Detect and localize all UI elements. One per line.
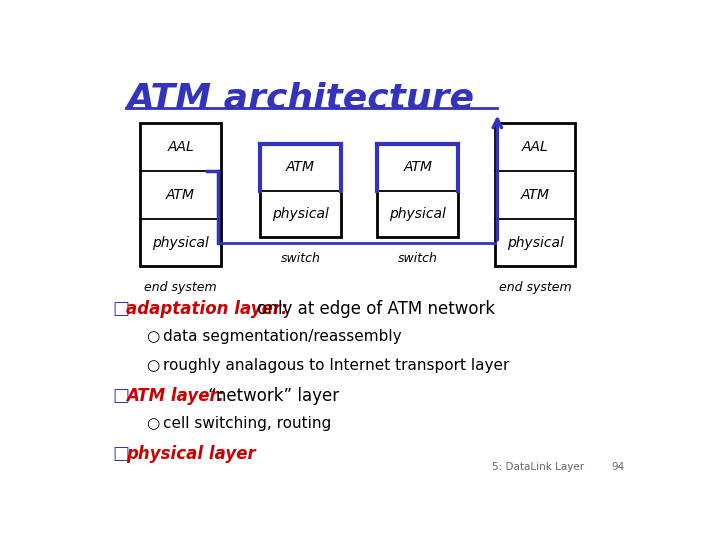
- Text: □: □: [112, 387, 130, 405]
- Text: ATM: ATM: [166, 188, 195, 202]
- Text: end system: end system: [145, 281, 217, 294]
- Text: ○: ○: [145, 329, 159, 344]
- Bar: [260, 144, 341, 238]
- Text: cell switching, routing: cell switching, routing: [163, 416, 330, 431]
- Text: physical: physical: [390, 207, 446, 221]
- Text: data segmentation/reassembly: data segmentation/reassembly: [163, 329, 401, 344]
- Text: end system: end system: [499, 281, 571, 294]
- Text: 5: DataLink Layer: 5: DataLink Layer: [492, 462, 584, 472]
- Text: ATM: ATM: [403, 160, 432, 174]
- Text: 94: 94: [612, 462, 625, 472]
- Text: switch: switch: [398, 252, 438, 265]
- Text: AAL: AAL: [167, 140, 194, 154]
- Text: physical: physical: [152, 235, 209, 249]
- Text: adaptation layer:: adaptation layer:: [126, 300, 288, 318]
- Text: physical layer: physical layer: [126, 446, 256, 463]
- Bar: [495, 123, 575, 266]
- Text: physical: physical: [507, 235, 564, 249]
- Text: ATM layer:: ATM layer:: [126, 387, 225, 405]
- Text: physical: physical: [272, 207, 329, 221]
- Text: ○: ○: [145, 416, 159, 431]
- Text: “network” layer: “network” layer: [202, 387, 338, 405]
- Text: ATM: ATM: [286, 160, 315, 174]
- Bar: [377, 144, 459, 238]
- Text: switch: switch: [281, 252, 320, 265]
- Text: AAL: AAL: [521, 140, 549, 154]
- Text: ATM: ATM: [521, 188, 549, 202]
- Text: ○: ○: [145, 358, 159, 373]
- Text: □: □: [112, 446, 130, 463]
- Text: roughly analagous to Internet transport layer: roughly analagous to Internet transport …: [163, 358, 509, 373]
- Bar: [140, 123, 221, 266]
- Text: only at edge of ATM network: only at edge of ATM network: [251, 300, 495, 318]
- Text: ATM architecture: ATM architecture: [126, 82, 474, 116]
- Text: □: □: [112, 300, 130, 318]
